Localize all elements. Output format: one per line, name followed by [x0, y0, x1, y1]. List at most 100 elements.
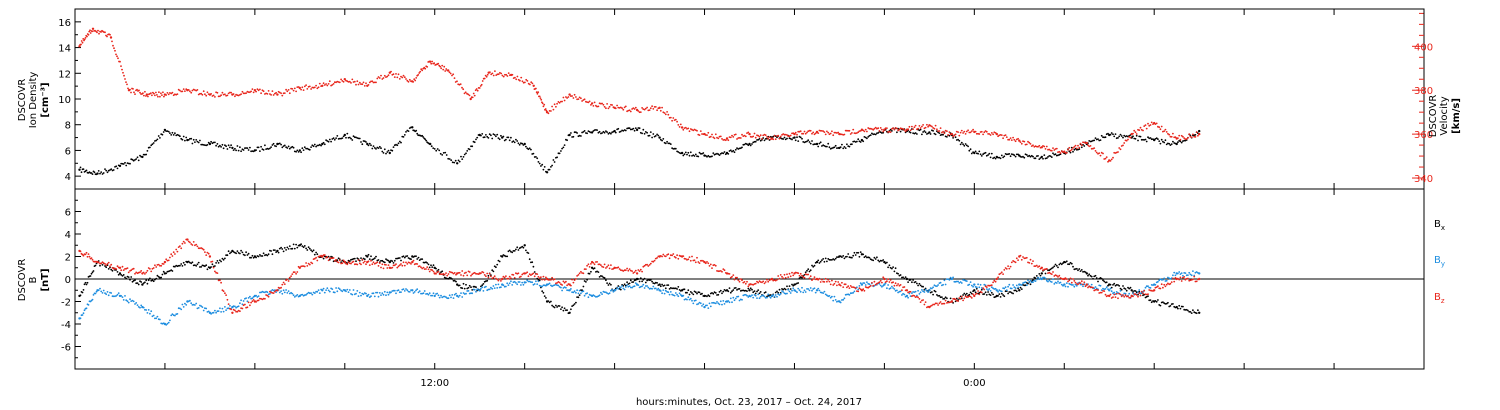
trace-dot: [643, 277, 646, 280]
trace-dot: [542, 291, 545, 294]
trace-dot: [578, 272, 581, 275]
trace-dot: [728, 287, 731, 289]
trace-dot: [288, 276, 291, 279]
trace-dot: [221, 289, 224, 292]
trace-dot: [706, 155, 708, 158]
trace-dot: [320, 144, 322, 147]
trace-dot: [773, 295, 776, 298]
trace-dot: [440, 67, 443, 70]
trace-dot: [373, 147, 376, 149]
trace-dot: [672, 117, 675, 119]
trace-dot: [874, 126, 877, 129]
trace-dot: [687, 296, 690, 299]
trace-dot: [291, 247, 294, 250]
trace-dot: [1197, 134, 1199, 137]
trace-dot: [1073, 280, 1076, 282]
trace-dot: [924, 126, 927, 129]
trace-dot: [378, 292, 381, 294]
trace-dot: [1189, 273, 1192, 276]
trace-dot: [390, 291, 392, 294]
trace-dot: [788, 290, 791, 293]
trace-dot: [605, 279, 607, 282]
trace-dot: [821, 259, 823, 261]
trace-dot: [738, 137, 741, 139]
trace-dot: [421, 267, 424, 270]
trace-dot: [747, 131, 750, 134]
trace-dot: [801, 286, 803, 289]
trace-dot: [704, 262, 707, 265]
trace-dot: [641, 280, 643, 283]
trace-dot: [982, 287, 984, 289]
trace-dot: [691, 299, 693, 302]
trace-dot: [1080, 144, 1083, 147]
trace-dot: [419, 70, 422, 73]
trace-dot: [130, 269, 133, 272]
data-point: [568, 311, 571, 314]
trace-dot: [417, 256, 420, 259]
trace-dot: [566, 309, 568, 311]
trace-dot: [580, 270, 582, 273]
trace-dot: [94, 292, 97, 295]
trace-dot: [206, 268, 209, 271]
trace-dot: [1123, 134, 1126, 137]
trace-dot: [368, 258, 371, 260]
trace-dot: [337, 287, 340, 289]
trace-dot: [573, 93, 576, 96]
trace-dot: [741, 146, 743, 149]
trace-dot: [296, 271, 299, 273]
trace-dot: [360, 257, 362, 259]
trace-dot: [566, 284, 568, 287]
trace-dot: [137, 306, 140, 308]
data-point: [276, 249, 279, 253]
trace-dot: [764, 134, 767, 137]
trace-dot: [868, 285, 871, 288]
trace-dot: [962, 143, 964, 146]
trace-dot: [688, 154, 691, 157]
trace-dot: [483, 77, 486, 80]
data-point: [141, 155, 144, 159]
trace-dot: [449, 72, 452, 75]
trace-dot: [739, 137, 742, 139]
trace-dot: [834, 299, 837, 301]
trace-dot: [251, 254, 254, 257]
trace-dot: [139, 271, 141, 274]
density-label-line1: DSCOVR: [17, 79, 28, 122]
trace-dot: [1084, 285, 1087, 288]
trace-dot: [565, 286, 567, 289]
trace-dot: [187, 139, 190, 141]
trace-dot: [831, 130, 833, 133]
trace-dot: [115, 295, 118, 297]
trace-dot: [787, 288, 790, 291]
trace-dot: [721, 138, 723, 140]
trace-dot: [439, 65, 442, 68]
trace-dot: [776, 295, 778, 298]
trace-dot: [796, 136, 798, 139]
trace-dot: [566, 139, 568, 142]
trace-dot: [777, 275, 780, 277]
trace-dot: [1025, 284, 1028, 287]
trace-dot: [487, 137, 490, 139]
trace-dot: [799, 290, 802, 293]
trace-dot: [405, 78, 407, 80]
trace-dot: [791, 283, 793, 286]
trace-dot: [1162, 140, 1164, 143]
trace-dot: [317, 289, 320, 291]
trace-dot: [425, 268, 427, 270]
trace-dot: [518, 281, 521, 283]
trace-dot: [538, 279, 541, 282]
trace-dot: [257, 295, 260, 297]
trace-dot: [244, 254, 246, 257]
trace-dot: [481, 133, 484, 135]
trace-dot: [159, 264, 161, 267]
trace-dot: [917, 296, 919, 299]
trace-dot: [355, 83, 357, 86]
trace-dot: [1157, 285, 1159, 288]
trace-dot: [761, 138, 763, 140]
trace-dot: [644, 131, 647, 133]
trace-dot: [227, 250, 230, 253]
trace-dot: [687, 258, 690, 261]
trace-dot: [684, 126, 687, 129]
trace-dot: [306, 292, 309, 295]
trace-dot: [151, 279, 154, 282]
trace-dot: [522, 246, 525, 249]
